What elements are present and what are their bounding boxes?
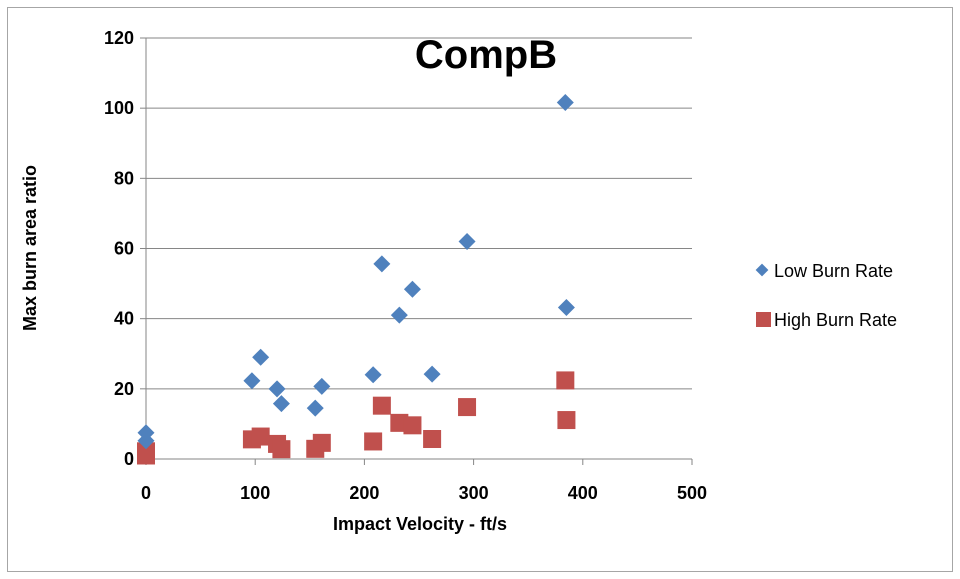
x-tick-label: 200: [349, 483, 379, 503]
data-point-high-burn-rate: [458, 398, 477, 417]
y-tick-label: 0: [124, 449, 134, 469]
data-points: [137, 94, 576, 465]
data-point-high-burn-rate: [137, 446, 155, 465]
x-axis-title: Impact Velocity - ft/s: [333, 514, 507, 534]
data-point-low-burn-rate: [272, 395, 290, 413]
x-tick-labels: 0 100 200 300 400 500: [141, 483, 707, 503]
data-point-low-burn-rate: [137, 432, 155, 450]
data-point-high-burn-rate: [364, 432, 383, 451]
axes: [140, 37, 693, 465]
y-tick-labels: 0 20 40 60 80 100 120: [104, 28, 134, 469]
data-point-high-burn-rate: [423, 430, 442, 449]
chart-area: [7, 7, 953, 572]
data-point-low-burn-rate: [252, 348, 270, 366]
gridlines: [146, 37, 692, 390]
y-tick-label: 80: [114, 168, 134, 188]
x-tick-label: 400: [568, 483, 598, 503]
data-point-high-burn-rate: [403, 416, 422, 435]
data-point-low-burn-rate: [403, 280, 421, 298]
y-tick-label: 120: [104, 28, 134, 48]
legend: Low Burn Rate High Burn Rate: [755, 261, 897, 330]
data-point-low-burn-rate: [557, 298, 575, 316]
x-tick-label: 100: [240, 483, 270, 503]
legend-label-high-burn-rate: High Burn Rate: [774, 310, 897, 330]
data-point-high-burn-rate: [556, 371, 575, 390]
y-tick-label: 60: [114, 239, 134, 259]
data-point-high-burn-rate: [372, 396, 391, 415]
data-point-high-burn-rate: [557, 411, 576, 430]
data-point-low-burn-rate: [306, 399, 324, 417]
chart-title: CompB: [415, 33, 557, 77]
legend-item-high-burn-rate: High Burn Rate: [756, 310, 897, 330]
legend-marker-square: [756, 312, 771, 327]
y-tick-label: 40: [114, 309, 134, 329]
data-point-low-burn-rate: [458, 232, 476, 250]
data-point-low-burn-rate: [268, 380, 286, 398]
y-tick-label: 20: [114, 379, 134, 399]
x-tick-label: 300: [459, 483, 489, 503]
legend-item-low-burn-rate: Low Burn Rate: [755, 261, 893, 281]
data-point-low-burn-rate: [313, 377, 331, 395]
data-point-high-burn-rate: [251, 427, 270, 446]
data-point-high-burn-rate: [272, 440, 291, 459]
y-axis-title: Max burn area ratio: [20, 165, 40, 331]
data-point-low-burn-rate: [364, 366, 382, 384]
data-point-low-burn-rate: [556, 94, 574, 112]
legend-label-low-burn-rate: Low Burn Rate: [774, 261, 893, 281]
data-point-high-burn-rate: [312, 433, 331, 452]
data-point-low-burn-rate: [243, 372, 261, 390]
y-tick-label: 100: [104, 98, 134, 118]
data-point-low-burn-rate: [373, 255, 391, 273]
x-tick-label: 500: [677, 483, 707, 503]
x-tick-label: 0: [141, 483, 151, 503]
legend-marker-diamond: [755, 263, 769, 277]
data-point-low-burn-rate: [423, 365, 441, 383]
data-point-low-burn-rate: [390, 306, 408, 324]
